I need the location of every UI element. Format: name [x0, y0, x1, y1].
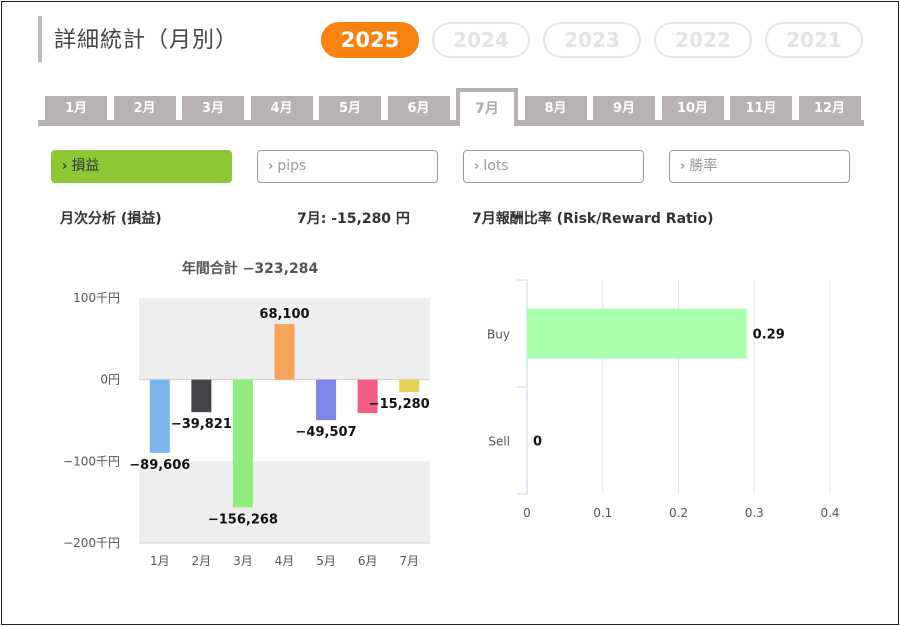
month-tab-6[interactable]: 6月: [387, 96, 450, 122]
month-tab-3[interactable]: 3月: [182, 96, 244, 122]
chevron-right-icon: ›: [62, 159, 68, 174]
chevron-right-icon: ›: [268, 159, 274, 174]
month-tab-12[interactable]: 12月: [798, 96, 861, 122]
month-tab-10[interactable]: 10月: [661, 96, 724, 122]
year-button-2021[interactable]: 2021: [765, 22, 863, 58]
monthly-analysis-title: 月次分析 (損益): [60, 211, 162, 227]
month-tab-5[interactable]: 5月: [319, 96, 381, 122]
metric-label: 損益: [71, 158, 100, 174]
month-tab-11[interactable]: 11月: [730, 96, 792, 122]
year-button-2025[interactable]: 2025: [321, 22, 419, 58]
month-tab-1[interactable]: 1月: [45, 96, 107, 122]
metric-button-winrate[interactable]: › 勝率: [669, 150, 850, 183]
metric-label: lots: [483, 158, 509, 174]
metric-button-pips[interactable]: › pips: [257, 150, 438, 183]
month-tab-7[interactable]: 7月: [456, 88, 518, 126]
page-title: 詳細統計（月別）: [54, 28, 239, 53]
monthly-value: 7月: -15,280 円: [297, 211, 410, 227]
year-button-2024[interactable]: 2024: [432, 22, 530, 58]
month-tab-4[interactable]: 4月: [250, 96, 313, 122]
metric-label: 勝率: [689, 158, 718, 174]
month-tab-9[interactable]: 9月: [593, 96, 655, 122]
year-button-2022[interactable]: 2022: [654, 22, 752, 58]
title-accent-bar: [38, 16, 42, 62]
rr-ratio-title: 7月報酬比率 (Risk/Reward Ratio): [472, 211, 714, 227]
metric-label: pips: [277, 158, 307, 174]
metric-button-profit[interactable]: › 損益: [51, 150, 232, 183]
month-tab-8[interactable]: 8月: [524, 96, 587, 122]
year-button-2023[interactable]: 2023: [543, 22, 641, 58]
month-tab-baseline: [38, 120, 864, 126]
chevron-right-icon: ›: [680, 159, 686, 174]
month-tab-2[interactable]: 2月: [113, 96, 176, 122]
chevron-right-icon: ›: [474, 159, 480, 174]
metric-button-lots[interactable]: › lots: [463, 150, 644, 183]
